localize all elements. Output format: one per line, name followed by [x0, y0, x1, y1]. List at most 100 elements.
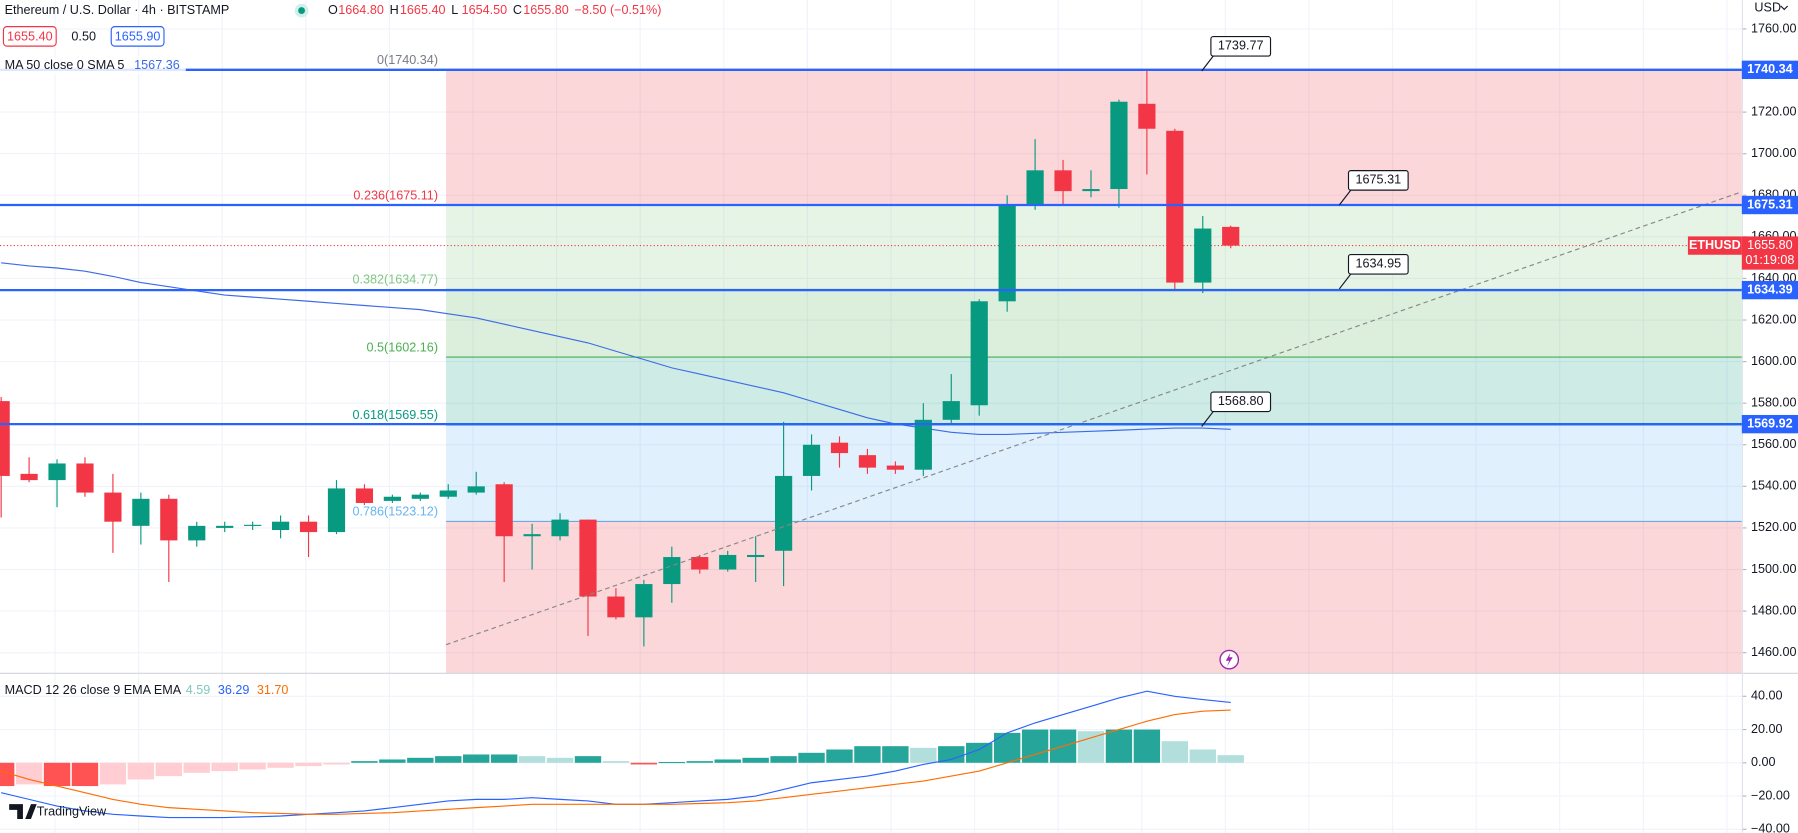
event-icon-bolt [1225, 652, 1233, 667]
histogram-bar [435, 756, 462, 763]
callout-label: 1675.31 [1356, 173, 1402, 187]
symbol-label: ETHUSD [1689, 238, 1741, 252]
histogram-bar [407, 757, 434, 763]
histogram-bar [630, 762, 658, 765]
axis-price-label-bg [1741, 195, 1798, 215]
candle-body [76, 463, 94, 493]
y-tick-label: 1580.00 [1751, 396, 1797, 410]
candle-body [1082, 189, 1100, 192]
y-tick-label: −40.00 [1751, 822, 1790, 833]
candle-body [48, 463, 66, 481]
histogram-bar [267, 762, 294, 768]
candle-body [495, 484, 513, 537]
candle-body [914, 419, 932, 470]
histogram-bar [351, 761, 378, 763]
main-layer [0, 70, 1244, 819]
histogram-bar [1161, 741, 1189, 763]
axis-price-label-bg [1741, 414, 1798, 434]
candle-body [1194, 228, 1212, 283]
brand[interactable]: TradingView [9, 804, 107, 819]
candle-body [104, 492, 122, 522]
signal-line [0, 709, 1231, 815]
candle-body [132, 498, 150, 526]
histogram-legend-value: 4.59 [186, 683, 211, 697]
histogram-bar [518, 756, 546, 763]
symbol-title: Ethereum / U.S. Dollar · 4h · BITSTAMP [5, 3, 230, 17]
callout-label: 1634.95 [1356, 257, 1402, 271]
price-change: −8.50 (−0.51%) [575, 3, 662, 17]
callout-pointer [1338, 189, 1352, 206]
candle-body [216, 525, 234, 528]
ohlc-value: 1654.50 [462, 3, 508, 17]
fib-zone [446, 289, 1742, 358]
candle-body [719, 554, 737, 570]
candle-body [1054, 170, 1072, 192]
candle-body [327, 488, 346, 533]
histogram-bar [211, 762, 238, 772]
axis-price-label-bg [1741, 280, 1798, 300]
candle-body [20, 473, 38, 481]
histogram-bar [602, 761, 630, 763]
axis-price-label: 1634.39 [1747, 282, 1793, 296]
fib-level-label: 0.618(1569.55) [352, 408, 438, 422]
y-tick-label: 1620.00 [1751, 312, 1797, 326]
candle-body [467, 486, 485, 493]
currency[interactable]: USD [1754, 1, 1781, 15]
candle-body [998, 205, 1016, 302]
histogram-bar [798, 752, 825, 763]
histogram-bar [770, 756, 797, 763]
histogram-bar [183, 762, 210, 773]
candle-body [383, 496, 401, 501]
ask-price: 1655.90 [115, 29, 161, 43]
last-price-label-bg [1741, 236, 1798, 270]
callout-label: 1568.80 [1218, 394, 1264, 408]
callout-box [1347, 170, 1409, 191]
fib-zone [446, 69, 1742, 206]
histogram-bar [0, 762, 15, 787]
histogram-bar [714, 759, 741, 763]
histogram-bar [71, 762, 99, 787]
histogram-bar [1077, 731, 1105, 763]
candle-body [355, 488, 374, 503]
symbol-label-bg [1687, 236, 1742, 255]
callout-box [1210, 391, 1272, 413]
histogram-bar [966, 742, 993, 763]
fib-level-label: 0.786(1523.12) [352, 505, 438, 519]
histogram-bar [1133, 729, 1161, 763]
brand-logo [9, 804, 37, 819]
fib-zone-below [446, 521, 1742, 674]
candle-body [160, 498, 178, 541]
histogram-bar [43, 762, 71, 787]
candle-body [551, 519, 569, 537]
y-tick-label: 1560.00 [1751, 437, 1797, 451]
fib-zone [446, 424, 1742, 522]
candle-body [439, 490, 457, 497]
histogram-bar [742, 757, 769, 763]
fib-zone [446, 205, 1742, 290]
histogram-bar [323, 762, 350, 765]
fib-level-label: 0(1740.34) [377, 53, 438, 67]
y-tick-label: 20.00 [1751, 722, 1783, 736]
ohlc-value: 1665.40 [400, 3, 446, 17]
y-tick-label: 1760.00 [1751, 21, 1797, 35]
candle-body [188, 525, 206, 541]
spread: 0.50 [71, 29, 96, 43]
candle-body [411, 494, 429, 499]
candle-body [0, 401, 10, 476]
callout-box [1347, 253, 1409, 275]
fib-level-label: 0.5(1602.16) [367, 340, 439, 354]
ask-box[interactable] [110, 26, 165, 47]
histogram-bar [938, 746, 965, 763]
bid-box[interactable] [2, 26, 57, 47]
histogram-bar [155, 762, 183, 777]
histogram-bar [910, 747, 937, 763]
y-tick-label: 1600.00 [1751, 354, 1797, 368]
callout-pointer [1338, 273, 1352, 290]
histogram-bar [490, 754, 518, 763]
candle-body [244, 524, 262, 526]
candle-body [802, 444, 821, 476]
y-tick-label: 1500.00 [1751, 562, 1797, 576]
